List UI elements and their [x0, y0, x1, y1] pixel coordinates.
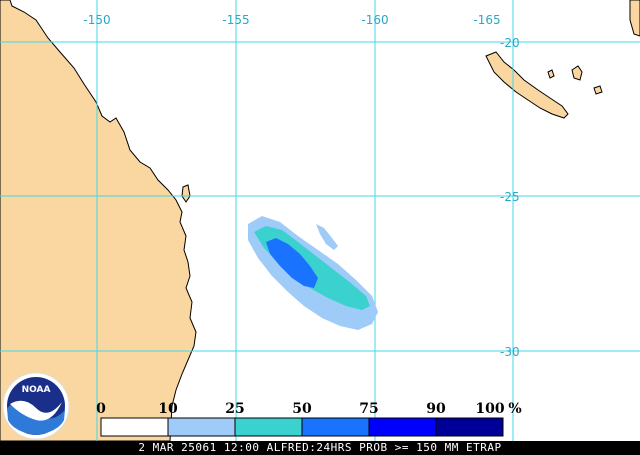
probability-swath — [248, 216, 378, 330]
lat-label-20: -20 — [500, 36, 520, 50]
noaa-logo-text: NOAA — [22, 385, 51, 395]
legend-unit: % — [508, 401, 521, 417]
noaa-logo: NOAA — [2, 372, 70, 440]
legend-label-50: 50 — [292, 401, 312, 417]
lon-label-155: -155 — [222, 13, 249, 27]
legend-label-0: 0 — [96, 401, 106, 417]
prob-area-10-25-tail — [316, 224, 338, 250]
product-caption: 2 MAR 25061 12:00 ALFRED:24HRS PROB >= 1… — [0, 441, 640, 455]
lat-label-30: -30 — [500, 345, 520, 359]
prob-area-50-75 — [266, 238, 318, 288]
legend: 0 10 25 50 75 90 100 % — [96, 401, 522, 437]
loyalty-island-2 — [547, 69, 555, 79]
legend-label-90: 90 — [426, 401, 446, 417]
loyalty-island-1 — [571, 65, 583, 81]
legend-bin-25-50 — [234, 417, 303, 437]
new-caledonia — [485, 51, 569, 119]
australia-land — [0, 0, 197, 442]
legend-bin-0-10 — [100, 417, 169, 437]
noaa-logo-gull — [10, 400, 62, 421]
legend-label-25: 25 — [225, 401, 244, 417]
legend-bin-10-25 — [167, 417, 236, 437]
legend-label-100: 100 — [475, 401, 504, 417]
graticule — [0, 0, 640, 441]
edge-land-top — [629, 0, 640, 37]
lon-label-150: -150 — [83, 13, 110, 27]
legend-bin-90-100 — [435, 417, 504, 437]
island-coast — [181, 184, 191, 203]
lat-label-25: -25 — [500, 190, 520, 204]
legend-label-10: 10 — [158, 401, 178, 417]
legend-bin-75-90 — [368, 417, 437, 437]
loyalty-island-3 — [593, 85, 603, 95]
legend-label-75: 75 — [359, 401, 378, 417]
lon-label-165: -165 — [473, 13, 500, 27]
lon-label-160: -160 — [361, 13, 388, 27]
legend-bin-50-75 — [301, 417, 370, 437]
